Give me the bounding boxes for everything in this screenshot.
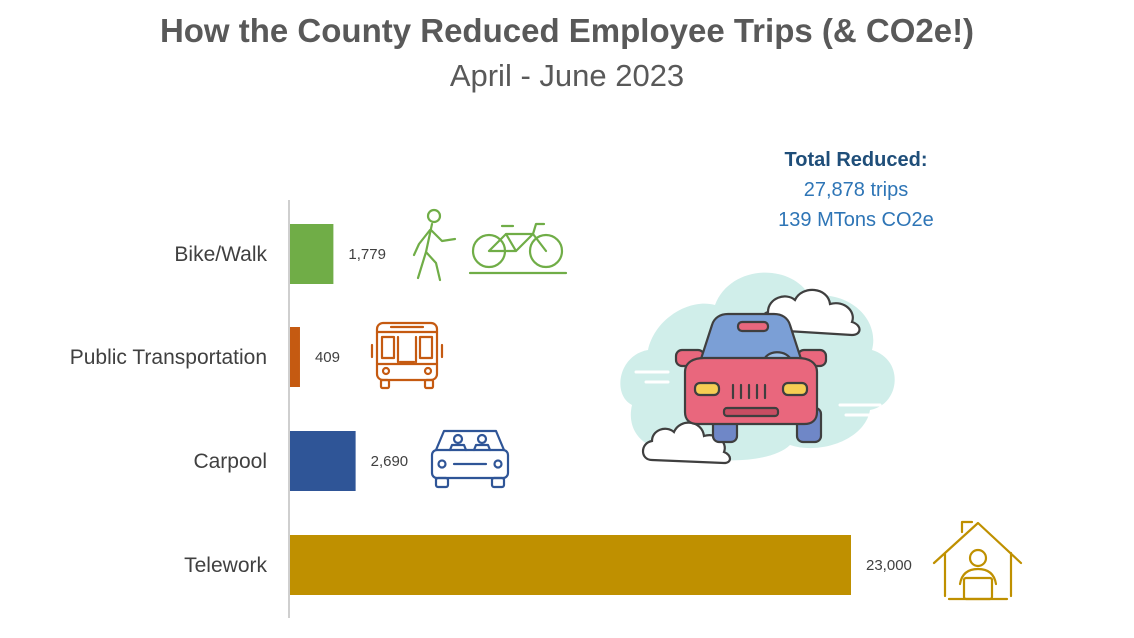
bar-carpool (290, 431, 356, 491)
bar-bike-walk (290, 224, 334, 284)
value-label-bike-walk: 1,779 (348, 246, 386, 263)
chart-subtitle: April - June 2023 (449, 58, 685, 93)
bar-telework (290, 535, 851, 595)
category-label-bike-walk: Bike/Walk (174, 243, 267, 266)
car-icon (674, 312, 828, 444)
value-label-carpool: 2,690 (371, 453, 409, 470)
summary-heading: Total Reduced: (784, 149, 928, 171)
bus-icon (370, 321, 444, 390)
bar-public-transportation (290, 327, 300, 387)
summary-trips: 27,878 trips (803, 179, 909, 201)
bicycle-icon (468, 222, 568, 275)
category-label-carpool: Carpool (193, 450, 267, 473)
car-with-passengers-icon (430, 429, 510, 489)
category-label-public-transportation: Public Transportation (70, 346, 267, 369)
car-in-clouds-illustration (620, 272, 895, 465)
motion-lines (634, 370, 882, 417)
category-label-telework: Telework (184, 554, 267, 577)
chart-title: How the County Reduced Employee Trips (&… (159, 12, 975, 49)
value-label-telework: 23,000 (866, 557, 912, 574)
value-label-public-transportation: 409 (315, 349, 340, 366)
bars-group: Bike/Walk 1,779 Public Transportation 409 Ca… (70, 224, 912, 595)
total-reduced-summary: Total Reduced: 27,878 trips 139 MTons CO… (746, 145, 966, 235)
summary-co2: 139 MTons CO2e (778, 209, 934, 231)
walking-person-icon (412, 208, 457, 282)
person-working-at-home-icon (932, 520, 1023, 601)
